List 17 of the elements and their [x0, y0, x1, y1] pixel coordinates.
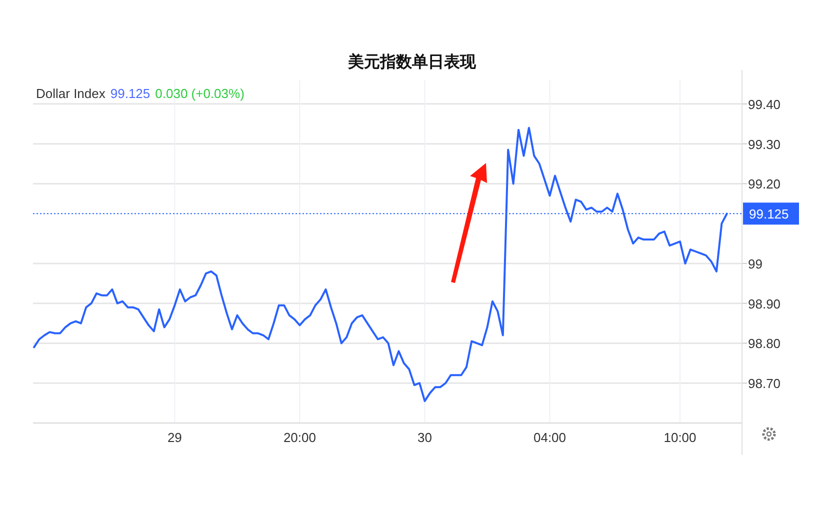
y-tick-label: 98.80	[748, 336, 781, 352]
x-tick-label: 10:00	[664, 430, 696, 445]
x-tick-label: 04:00	[534, 430, 566, 445]
annotation: Dollar Index	[36, 86, 106, 101]
y-tick-label: 98.90	[748, 296, 781, 312]
annotation: 0.030 (+0.03%)	[155, 86, 244, 101]
x-tick-label: 30	[418, 430, 432, 445]
chart-title: 美元指数单日表现	[347, 52, 477, 71]
annotation: 99.125	[110, 86, 150, 101]
y-tick-label: 99.20	[748, 176, 781, 192]
y-tick-label: 99.30	[748, 136, 781, 152]
x-tick-label: 20:00	[283, 430, 316, 445]
x-tick-label: 29	[167, 430, 182, 445]
y-tick-label: 99.40	[748, 96, 781, 112]
y-tick-label: 98.70	[748, 376, 781, 392]
y-tick-label: 99	[748, 256, 762, 272]
ref-line-label: 99.125	[749, 206, 789, 222]
